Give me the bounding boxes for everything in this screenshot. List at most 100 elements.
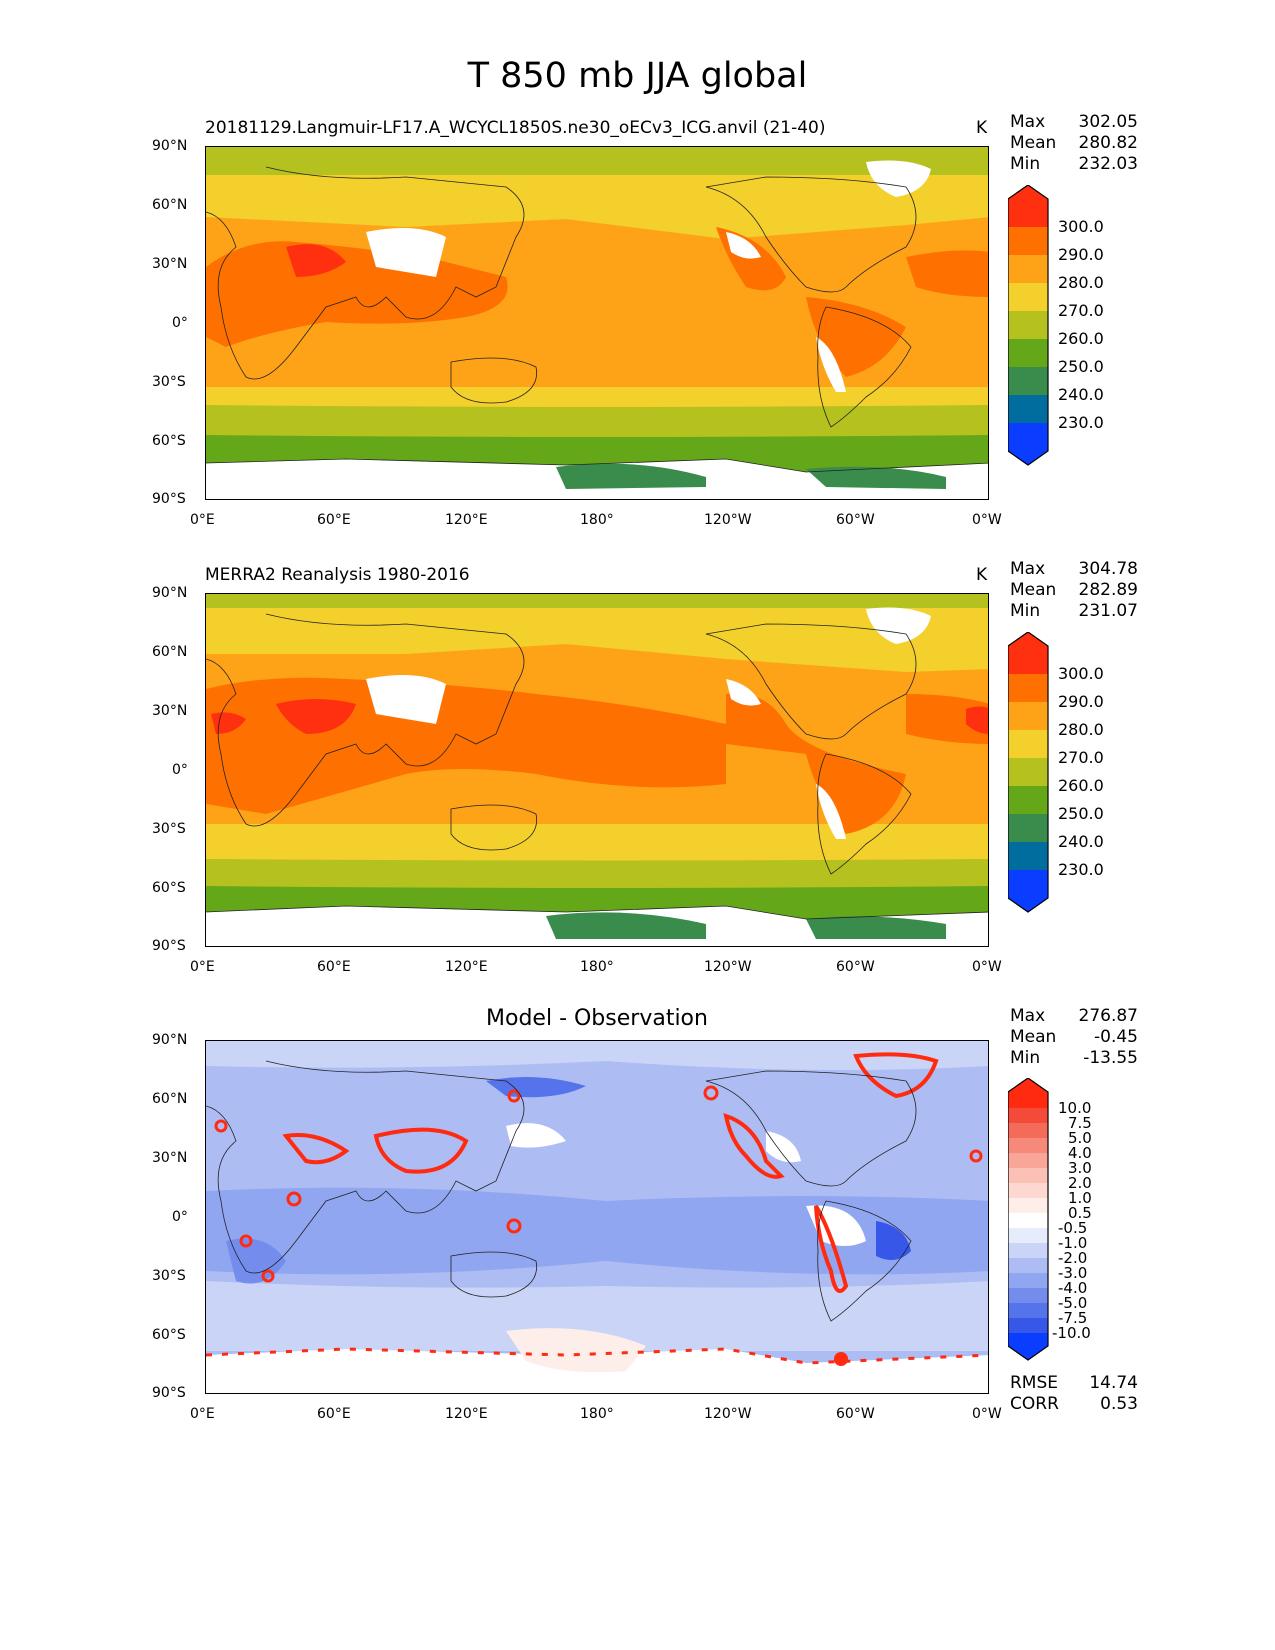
colorbar-segment [1008, 1108, 1048, 1123]
lat-tick: 90°N [152, 585, 188, 601]
coastline-eurasia-africa [206, 613, 525, 827]
coastline-eurasia-africa [206, 1060, 525, 1274]
colorbar-label: 5.0 [1068, 1129, 1092, 1147]
coastline-north-america [705, 623, 917, 740]
colorbar-label: 240.0 [1058, 385, 1104, 404]
colorbar-segment [1008, 1228, 1048, 1243]
coastline-antarctica [206, 458, 988, 473]
panel-1-stat-mean: Mean 280.82 [1010, 133, 1138, 154]
panel-1-map [205, 146, 989, 500]
lon-tick: 180° [580, 959, 614, 975]
coastline-australia [450, 804, 538, 851]
lat-tick: 0° [172, 762, 188, 778]
warm-region-americas [726, 693, 906, 834]
diff-hot-outline-greenland [853, 1052, 939, 1099]
colorbar-label: -0.5 [1058, 1219, 1088, 1237]
diff-band-north [206, 1041, 988, 1070]
colorbar-segment [1008, 1168, 1048, 1183]
weddell-region [806, 916, 946, 939]
panel-1-stat-min: Min 232.03 [1010, 154, 1138, 175]
colorbar-segment [1008, 283, 1048, 311]
colorbar-outline [1008, 1078, 1049, 1361]
colorbar-label: 260.0 [1058, 329, 1104, 348]
greenland-mask [866, 607, 931, 644]
colorbar-label: 270.0 [1058, 748, 1104, 767]
coastline-south-america [817, 306, 912, 428]
metric-value: 0.53 [1100, 1394, 1138, 1414]
hot-spot-middle-east [286, 244, 346, 277]
diff-hot-spot [703, 1085, 719, 1101]
panel-2-stat-max: Max 304.78 [1010, 559, 1138, 580]
colorbar-segment [1008, 395, 1048, 423]
panel-2-stats: Max 304.78 Mean 282.89 Min 231.07 [1010, 559, 1138, 622]
colorbar-label: 2.0 [1068, 1174, 1092, 1192]
panel-2-colorbar [1008, 632, 1049, 913]
andes-mask [816, 784, 846, 839]
coastline-north-america [705, 176, 917, 293]
panel-3-stats: Max 276.87 Mean -0.45 Min -13.55 [1010, 1006, 1138, 1069]
lat-tick: 90°S [152, 491, 186, 507]
panel-3-map-svg [206, 1041, 988, 1393]
lon-tick: 0°E [190, 1406, 215, 1422]
diff-hot-outline-antarctica [206, 1347, 988, 1365]
colorbar-segment [1008, 423, 1048, 465]
diff-hot-spot-peninsula [834, 1352, 848, 1366]
ross-ice-shelf-region [556, 463, 706, 489]
colorbar-label: 280.0 [1058, 273, 1104, 292]
colorbar-segment [1008, 632, 1048, 674]
diff-warm-ross-sea [506, 1328, 646, 1373]
lon-tick: 120°W [704, 512, 752, 528]
lon-tick: 120°W [704, 1406, 752, 1422]
stat-label: Max [1010, 1006, 1046, 1026]
colorbar-label: 7.5 [1068, 1114, 1092, 1132]
coastline-south-america [817, 1200, 912, 1322]
panel-2-stat-min: Min 231.07 [1010, 601, 1138, 622]
diff-band-south [206, 1281, 988, 1351]
panel-3-metric-rmse: RMSE 14.74 [1010, 1373, 1138, 1394]
stat-value: -0.45 [1094, 1027, 1138, 1047]
panel-1-stats: Max 302.05 Mean 280.82 Min 232.03 [1010, 112, 1138, 175]
diff-band-tropics [206, 1187, 988, 1275]
stat-label: Max [1010, 112, 1046, 132]
colorbar-label: 230.0 [1058, 860, 1104, 879]
diff-hot-spot [214, 1119, 228, 1133]
lon-tick: 60°W [836, 959, 875, 975]
colorbar-label: 230.0 [1058, 413, 1104, 432]
colorbar-label: -4.0 [1058, 1279, 1088, 1297]
lon-tick: 180° [580, 512, 614, 528]
colorbar-segment [1008, 311, 1048, 339]
lat-tick: 60°S [152, 1327, 186, 1343]
colorbar-outline [1008, 632, 1049, 913]
lon-tick: 60°E [317, 959, 351, 975]
panel-3-metric-corr: CORR 0.53 [1010, 1394, 1138, 1415]
lon-tick: 120°W [704, 959, 752, 975]
colorbar-segment [1008, 1303, 1048, 1318]
diff-hot-outline-middle-east [282, 1133, 350, 1165]
diff-hot-spot [261, 1269, 275, 1283]
colorbar-segment [1008, 702, 1048, 730]
lat-tick: 60°S [152, 880, 186, 896]
tibet-mask [366, 228, 446, 277]
diff-hot-outline-andes [814, 1204, 849, 1293]
lon-tick: 120°E [445, 1406, 488, 1422]
diff-hot-spot [506, 1218, 522, 1234]
rockies-mask [726, 679, 761, 706]
lon-tick: 0°W [972, 512, 1002, 528]
colorbar-label: -10.0 [1052, 1324, 1091, 1342]
colorbar-label: -3.0 [1058, 1264, 1088, 1282]
panel-3-metrics: RMSE 14.74 CORR 0.53 [1010, 1373, 1138, 1415]
diff-cool-brazil [876, 1221, 911, 1260]
colorbar-segment [1008, 786, 1048, 814]
band-260-270-north [206, 594, 988, 608]
colorbar-segment [1008, 1183, 1048, 1198]
colorbar-segment [1008, 1258, 1048, 1273]
colorbar-label: -1.0 [1058, 1234, 1088, 1252]
colorbar-label: 280.0 [1058, 720, 1104, 739]
lon-tick: 0°E [190, 959, 215, 975]
colorbar-segment [1008, 1333, 1048, 1360]
panel-3-stat-min: Min -13.55 [1010, 1048, 1138, 1069]
colorbar-outline [1008, 185, 1049, 466]
lat-tick: 60°N [152, 197, 188, 213]
lon-tick: 0°E [190, 512, 215, 528]
colorbar-label: 260.0 [1058, 776, 1104, 795]
